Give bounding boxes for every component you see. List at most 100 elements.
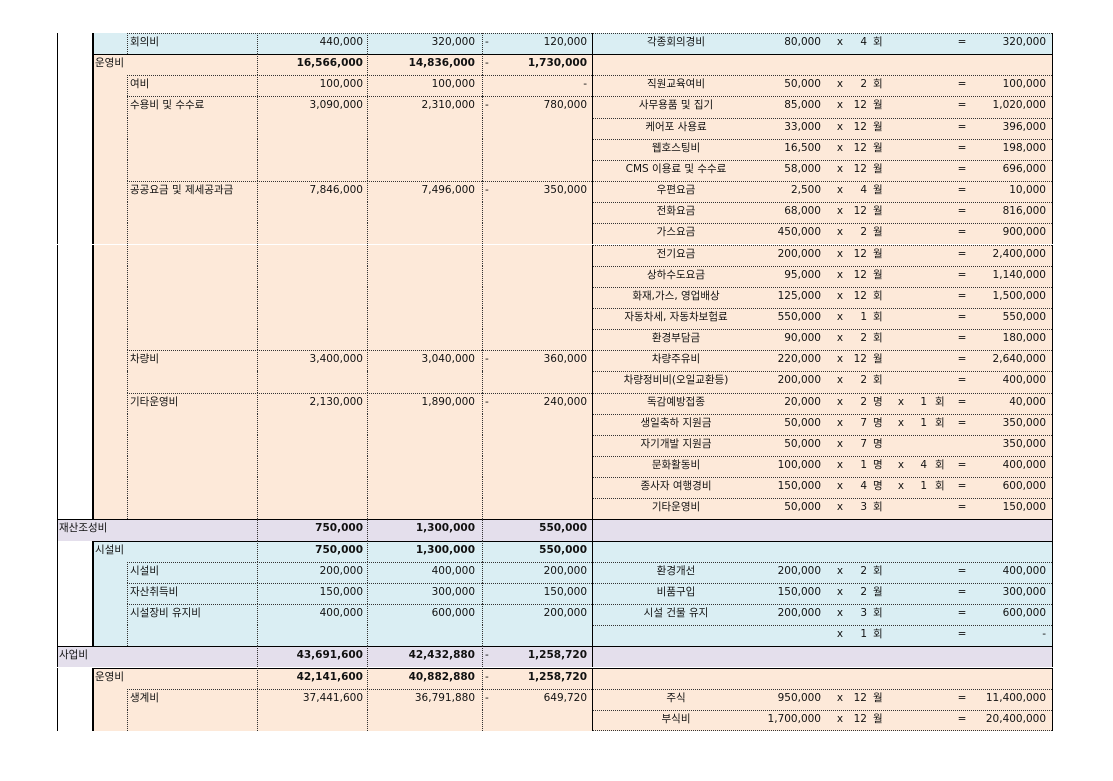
detail-cell: [592, 688, 1052, 710]
detail-item: 자기개발 지원금: [640, 437, 712, 450]
column-line: [592, 434, 593, 456]
multiply-sign: x: [836, 607, 844, 620]
detail-cell: [592, 456, 1052, 478]
multiply-sign: x: [836, 78, 844, 91]
detail-cell: [592, 413, 1052, 435]
multiply-sign: x: [836, 268, 844, 281]
account-name: 시설비: [130, 564, 159, 577]
quantity: 1: [860, 459, 867, 471]
unit-price: 50,000: [784, 437, 821, 450]
decrease-sign: -: [485, 184, 489, 197]
column-line: [1052, 117, 1053, 139]
multiply-sign: x: [897, 480, 905, 493]
column-line: [92, 159, 94, 182]
quantity: 2: [860, 78, 867, 91]
quantity: 12: [853, 162, 867, 175]
column-line: [127, 392, 128, 414]
budget-difference: 200,000: [543, 607, 587, 620]
column-line: [257, 286, 258, 308]
multiply-sign: x: [836, 459, 844, 471]
column-line: [127, 477, 128, 499]
column-line: [257, 117, 258, 139]
budget-row-cont: 생일축하 지원금 50,000 x 7 명 x 1 회 = 350,000: [0, 413, 1113, 435]
unit: 월: [873, 247, 883, 260]
column-line: [367, 329, 368, 351]
unit: 월: [873, 99, 883, 112]
budget-row-cont: 케어포 사용료 33,000 x 12 월 = 396,000: [0, 117, 1113, 139]
column-line: [592, 265, 593, 287]
column-line: [367, 244, 368, 266]
column-line: [367, 202, 368, 224]
column-line: [1052, 413, 1053, 435]
column-line: [482, 667, 483, 689]
budget-amount-current: 300,000: [431, 585, 475, 598]
quantity: 2: [860, 585, 867, 598]
column-line: [57, 75, 58, 97]
column-line: [257, 709, 258, 731]
column-line: [127, 138, 128, 160]
column-line: [92, 688, 94, 710]
detail-item: 각종회의경비: [647, 36, 705, 48]
column-line: [257, 371, 258, 393]
column-line: [482, 329, 483, 351]
category-cell: [93, 350, 592, 372]
detail-item: 시설 건물 유지: [643, 607, 709, 620]
budget-row-l2: 운영비 42,141,600 40,882,880- 1,258,720: [0, 667, 1113, 689]
column-line: [592, 625, 593, 647]
decrease-sign: -: [485, 649, 489, 662]
column-line: [127, 456, 128, 478]
detail-amount: 400,000: [1002, 459, 1046, 471]
budget-row-l3: 시설장비 유지비 400,000 600,000 200,000 시설 건물 유지 200…: [0, 604, 1113, 626]
column-line: [57, 667, 58, 689]
column-line: [257, 350, 258, 372]
row-divider: [592, 223, 1052, 225]
unit-price: 550,000: [777, 310, 821, 323]
column-line: [257, 138, 258, 160]
account-name: 기타운영비: [130, 395, 179, 408]
column-line: [257, 223, 258, 245]
category-cell: [93, 540, 592, 562]
unit: 회: [935, 416, 945, 429]
detail-amount: 1,140,000: [992, 268, 1046, 281]
column-line: [592, 350, 593, 372]
unit: 회: [935, 480, 945, 493]
column-line: [92, 498, 94, 520]
column-line: [592, 392, 593, 414]
detail-cell: [592, 540, 1052, 562]
equals-sign: =: [957, 459, 967, 471]
quantity: 1: [860, 310, 867, 323]
quantity: 1: [920, 395, 927, 408]
account-name: 자산취득비: [130, 585, 179, 598]
detail-item: 가스요금: [656, 226, 696, 239]
budget-row-cont: 종사자 여행경비 150,000 x 4 명 x 1 회 = 600,000: [0, 477, 1113, 499]
detail-amount: 10,000: [1009, 184, 1046, 197]
column-line: [257, 54, 258, 76]
column-line: [127, 181, 128, 203]
equals-sign: =: [957, 226, 967, 239]
column-line: [57, 561, 58, 583]
column-line: [367, 625, 368, 647]
budget-difference: 649,720: [543, 691, 587, 704]
unit-price: 200,000: [777, 607, 821, 620]
column-line: [57, 646, 58, 668]
column-line: [592, 181, 593, 203]
column-line: [92, 202, 94, 224]
column-line: [482, 498, 483, 520]
column-line: [57, 392, 58, 414]
decrease-sign: -: [485, 353, 489, 366]
column-line: [57, 350, 58, 372]
column-line: [257, 688, 258, 710]
quantity: 12: [853, 120, 867, 133]
column-line: [57, 625, 58, 647]
detail-amount: 11,400,000: [985, 691, 1046, 704]
column-line: [92, 667, 94, 689]
column-line: [57, 477, 58, 499]
column-line: [592, 159, 593, 182]
column-line: [57, 413, 58, 435]
budget-row-cont: 문화활동비 100,000 x 1 명 x 4 회 = 400,000: [0, 456, 1113, 478]
column-line: [482, 307, 483, 330]
column-line: [1052, 54, 1053, 76]
column-line: [57, 540, 58, 562]
column-line: [92, 477, 94, 499]
budget-row-l3: 수용비 및 수수료 3,090,000 2,310,000- 780,000 사무용품 …: [0, 96, 1113, 118]
